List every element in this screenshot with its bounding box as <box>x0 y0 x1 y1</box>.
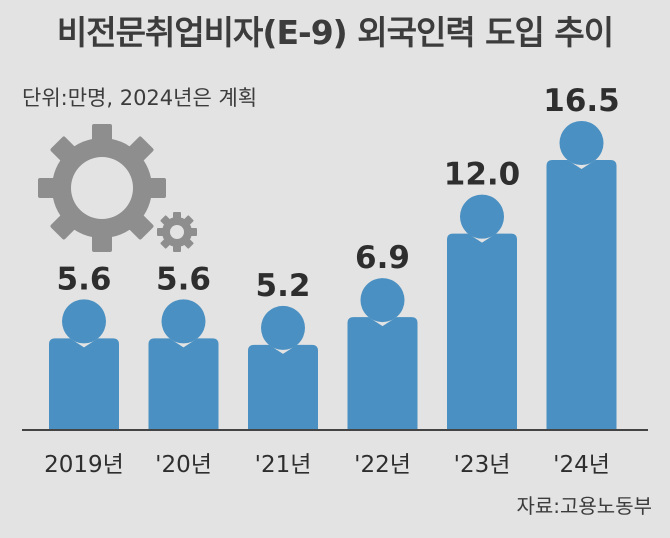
person-bar <box>447 194 517 430</box>
person-icon <box>161 299 206 344</box>
x-tick-label: '22년 <box>354 452 411 478</box>
bar-body <box>49 338 119 430</box>
x-tick-label: '23년 <box>454 452 511 478</box>
person-bar <box>546 121 617 430</box>
person-bar <box>49 299 119 430</box>
x-tick-label: 2019년 <box>44 452 124 478</box>
value-label: 16.5 <box>543 83 620 119</box>
bar-body <box>248 344 318 430</box>
person-icon <box>62 299 106 344</box>
person-bar <box>347 278 418 430</box>
value-label: 5.2 <box>256 268 311 304</box>
labels-group: 5.6 2019년 5.6 '20년 5.2 '21년 6.9 '22년 12.0 '23년 16.… <box>44 83 620 478</box>
person-icon <box>559 121 604 165</box>
value-label: 5.6 <box>57 261 112 297</box>
chart-title: 비전문취업비자(E-9) 외국인력 도입 추이 <box>56 13 614 52</box>
person-icon <box>460 194 504 239</box>
bar-body <box>447 233 517 430</box>
source-note: 자료:고용노동부 <box>516 494 652 518</box>
person-bar <box>248 305 318 430</box>
bar-body <box>546 160 617 430</box>
person-bar <box>148 299 219 430</box>
bars-group <box>49 121 617 430</box>
bar-body <box>347 317 418 430</box>
x-tick-label: '21년 <box>255 452 312 478</box>
small-gear-icon <box>157 212 197 252</box>
x-tick-label: '20년 <box>155 452 212 478</box>
bar-body <box>148 338 219 430</box>
person-icon <box>261 305 305 350</box>
unit-note: 단위:만명, 2024년은 계획 <box>22 86 258 110</box>
value-label: 6.9 <box>355 240 410 276</box>
person-icon <box>360 278 405 323</box>
value-label: 5.6 <box>156 261 211 297</box>
value-label: 12.0 <box>444 157 521 193</box>
x-tick-label: '24년 <box>553 452 610 478</box>
gear-icon <box>38 124 166 252</box>
